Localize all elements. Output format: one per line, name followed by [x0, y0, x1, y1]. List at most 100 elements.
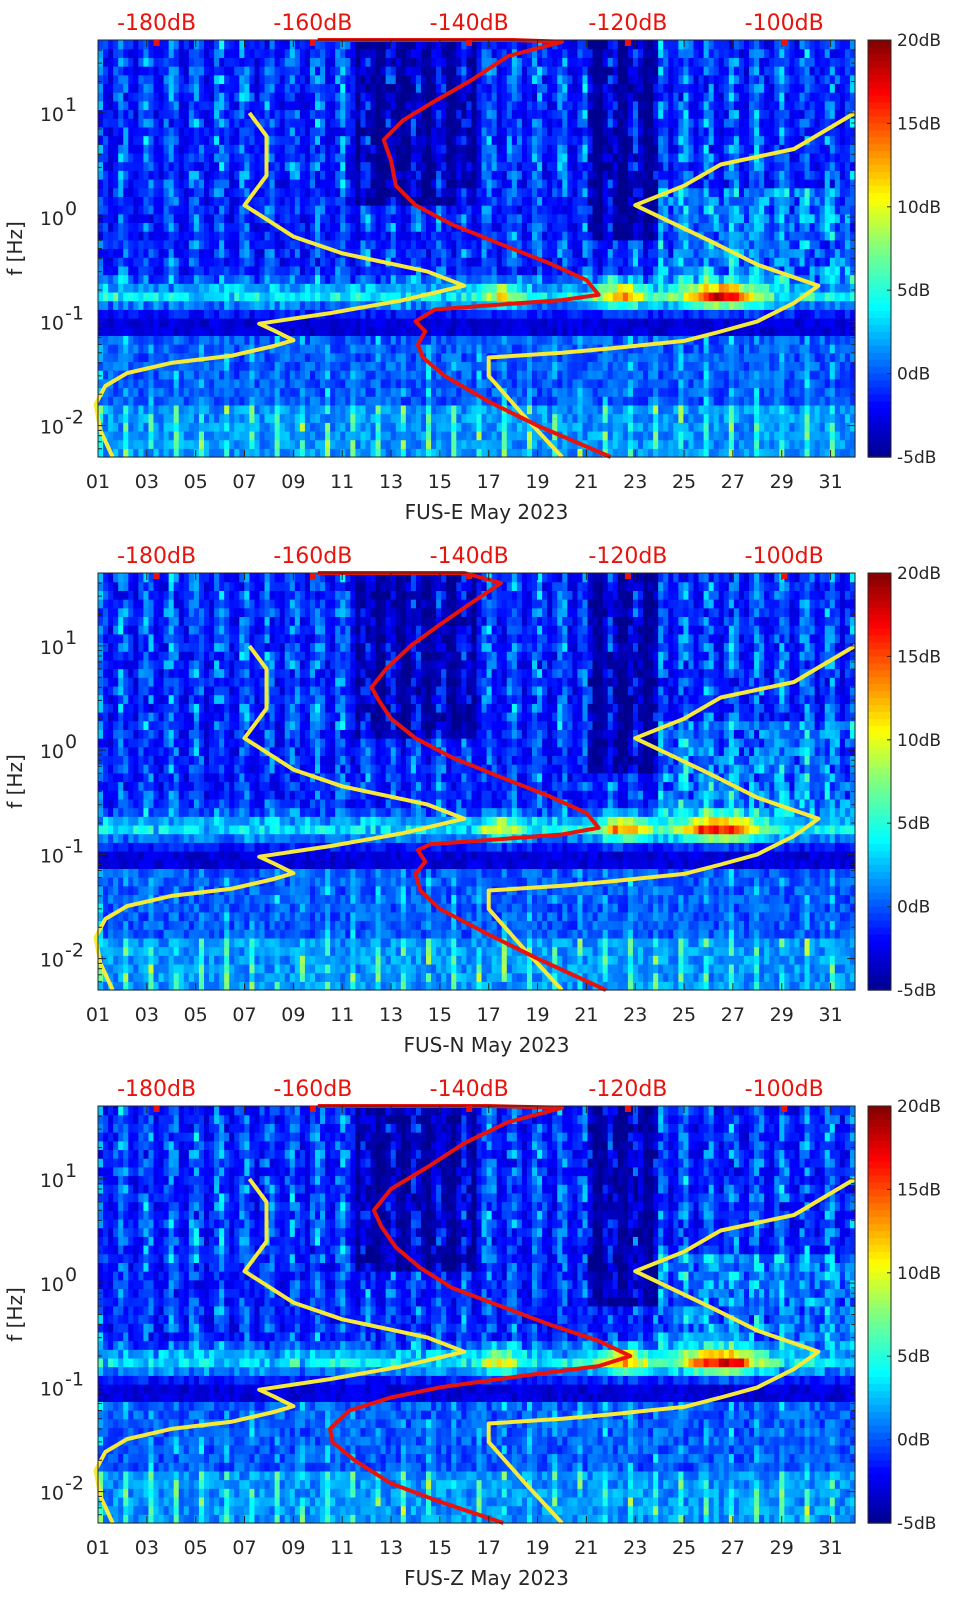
spectrogram-cell	[365, 83, 372, 93]
spectrogram-cell	[183, 144, 190, 154]
spectrogram-cell	[592, 430, 599, 441]
spectrogram-cell	[557, 170, 563, 180]
spectrogram-cell	[426, 257, 432, 267]
spectrogram-cell	[582, 231, 589, 241]
spectrogram-cell	[436, 66, 442, 76]
spectrogram-cell	[491, 40, 498, 50]
spectrogram-cell	[294, 66, 301, 76]
spectrogram-cell	[203, 213, 210, 224]
spectrogram-cell	[486, 83, 493, 93]
spectrogram-cell	[390, 335, 397, 345]
spectrogram-cell	[234, 135, 240, 145]
spectrogram-cell	[612, 187, 619, 197]
spectrogram-cell	[304, 439, 311, 449]
spectrogram-cell	[521, 318, 528, 328]
spectrogram-cell	[582, 300, 589, 310]
spectrogram-cell	[587, 152, 594, 163]
spectrogram-cell	[108, 222, 114, 232]
spectrogram-cell	[178, 283, 185, 293]
spectrogram-cell	[400, 40, 407, 50]
spectrogram-cell	[567, 57, 573, 67]
spectrogram-cell	[113, 274, 119, 284]
spectrogram-cell	[153, 222, 160, 232]
spectrogram-cell	[501, 344, 508, 354]
spectrogram-cell	[461, 57, 468, 67]
spectrogram-cell	[405, 239, 412, 250]
spectrogram-cell	[431, 179, 437, 189]
spectrogram-cell	[617, 265, 624, 276]
spectrogram-cell	[426, 274, 432, 284]
spectrogram-cell	[370, 239, 377, 250]
spectrogram-cell	[128, 205, 134, 215]
spectrogram-cell	[234, 257, 240, 267]
spectrogram-cell	[622, 422, 629, 432]
spectrogram-cell	[466, 213, 473, 224]
spectrogram-cell	[249, 300, 256, 310]
spectrogram-cell	[557, 92, 563, 102]
spectrogram-cell	[446, 92, 452, 102]
spectrogram-cell	[345, 66, 351, 76]
spectrogram-cell	[173, 396, 180, 406]
spectrogram-cell	[562, 396, 568, 406]
spectrogram-cell	[456, 100, 462, 111]
spectrogram-cell	[506, 378, 513, 389]
spectrogram-cell	[264, 404, 271, 415]
spectrogram-cell	[325, 422, 331, 432]
spectrogram-cell	[476, 92, 483, 102]
spectrogram-cell	[153, 126, 160, 137]
spectrogram-cell	[340, 92, 346, 102]
spectrogram-cell	[415, 430, 422, 441]
spectrogram-cell	[279, 309, 286, 319]
spectrogram-cell	[501, 309, 508, 319]
spectrogram-cell	[239, 144, 245, 154]
spectrogram-cell	[577, 118, 584, 128]
spectrogram-cell	[153, 396, 160, 406]
spectrogram-cell	[426, 126, 432, 137]
spectrogram-cell	[436, 144, 442, 154]
spectrogram-cell	[526, 309, 533, 319]
spectrogram-cell	[123, 196, 129, 206]
spectrogram-cell	[451, 291, 457, 302]
spectrogram-cell	[259, 66, 266, 76]
spectrogram-cell	[299, 40, 306, 50]
spectrogram-cell	[309, 118, 316, 128]
spectrogram-cell	[385, 74, 392, 85]
spectrogram-cell	[299, 135, 306, 145]
spectrogram-cell	[98, 318, 104, 328]
spectrogram-cell	[582, 248, 589, 258]
spectrogram-cell	[244, 239, 250, 250]
spectrogram-cell	[299, 413, 306, 423]
spectrogram-cell	[294, 361, 301, 371]
spectrogram-cell	[259, 326, 266, 336]
spectrogram-cell	[592, 404, 599, 415]
spectrogram-cell	[562, 335, 568, 345]
spectrogram-cell	[143, 231, 150, 241]
spectrogram-cell	[380, 387, 387, 397]
spectrogram-cell	[138, 109, 145, 119]
spectrogram-cell	[203, 161, 210, 171]
spectrogram-cell	[330, 187, 336, 197]
spectrogram-cell	[315, 222, 321, 232]
spectrogram-cell	[143, 161, 150, 171]
spectrogram-cell	[552, 187, 558, 197]
spectrogram-cell	[385, 179, 392, 189]
spectrogram-cell	[289, 126, 296, 137]
spectrogram-cell	[209, 152, 215, 163]
spectrogram-cell	[521, 170, 528, 180]
spectrogram-cell	[299, 274, 306, 284]
spectrogram-cell	[481, 361, 488, 371]
spectrogram-cell	[143, 48, 150, 58]
spectrogram-cell	[315, 448, 321, 458]
spectrogram-cell	[249, 422, 256, 432]
spectrogram-cell	[234, 283, 240, 293]
spectrogram-cell	[143, 109, 150, 119]
spectrogram-cell	[572, 126, 579, 137]
spectrogram-cell	[395, 222, 402, 232]
spectrogram-cell	[360, 66, 367, 76]
spectrogram-cell	[345, 126, 351, 137]
spectrogram-cell	[234, 231, 240, 241]
spectrogram-cell	[385, 40, 392, 50]
spectrogram-cell	[269, 152, 276, 163]
spectrogram-cell	[592, 396, 599, 406]
spectrogram-cell	[526, 213, 533, 224]
